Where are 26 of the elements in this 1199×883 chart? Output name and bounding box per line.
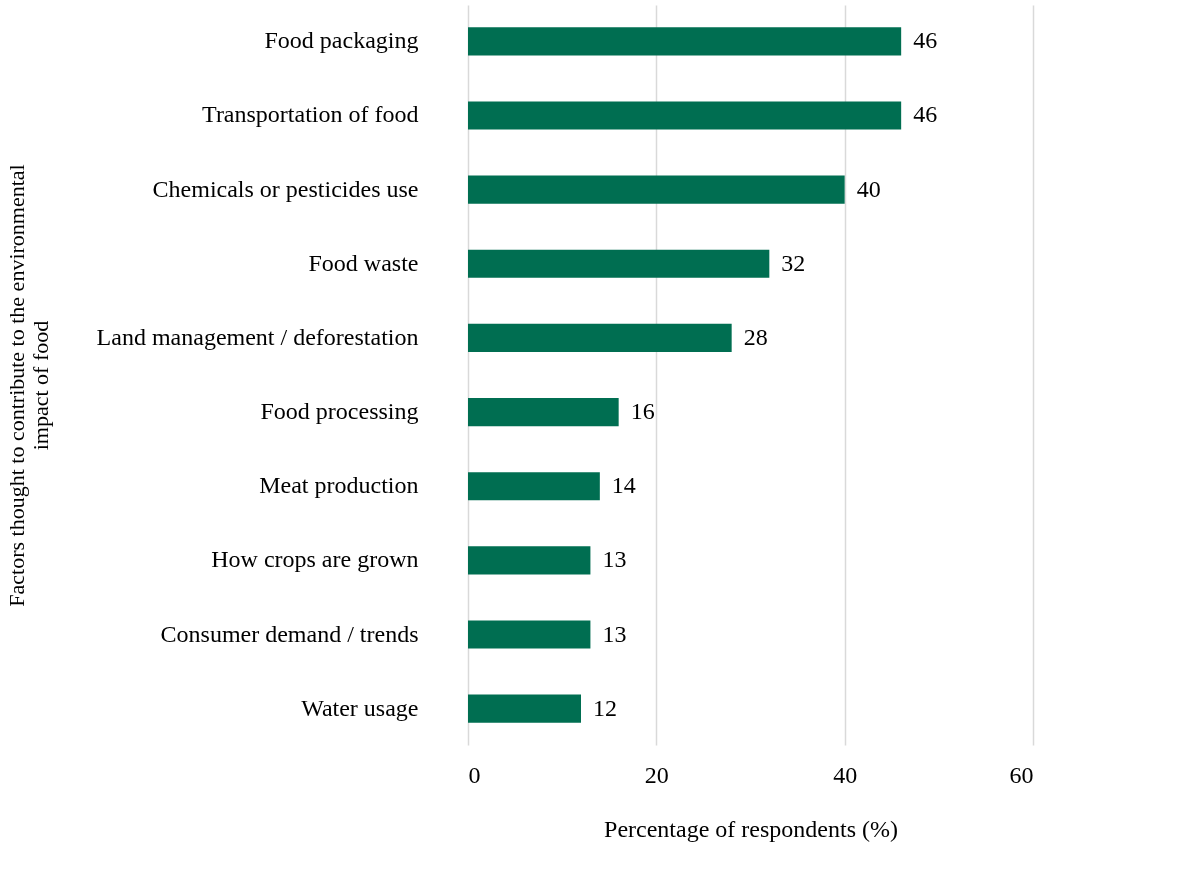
y-tick-label: Land management / deforestation — [96, 323, 419, 350]
data-label: 13 — [602, 546, 627, 573]
data-label: 46 — [913, 101, 938, 128]
y-tick-label: Meat production — [259, 472, 419, 499]
x-axis-title: Percentage of respondents (%) — [604, 815, 898, 842]
data-label: 32 — [781, 249, 806, 276]
x-tick-label: 60 — [1009, 761, 1034, 788]
x-tick-label: 40 — [833, 761, 858, 788]
y-tick-label: Consumer demand / trends — [160, 620, 419, 647]
x-tick-label: 20 — [644, 761, 669, 788]
y-tick-label: Food processing — [260, 398, 419, 425]
y-axis-title: Factors thought to contribute to the environmental impact of food — [3, 164, 53, 607]
y-tick-label: Food packaging — [264, 27, 419, 54]
y-tick-label: Chemicals or pesticides use — [152, 175, 419, 202]
data-label: 28 — [743, 323, 768, 350]
data-label: 13 — [602, 620, 627, 647]
data-label: 46 — [913, 27, 938, 54]
y-tick-label: How crops are grown — [211, 546, 419, 573]
data-label: 16 — [630, 398, 655, 425]
x-tick-label: 0 — [468, 761, 481, 788]
y-tick-label: Food waste — [308, 249, 419, 276]
y-tick-label: Transportation of food — [202, 101, 419, 128]
y-tick-label: Water usage — [301, 694, 419, 721]
data-label: 14 — [611, 472, 636, 499]
data-label: 12 — [593, 694, 617, 721]
data-label: 40 — [856, 175, 881, 202]
